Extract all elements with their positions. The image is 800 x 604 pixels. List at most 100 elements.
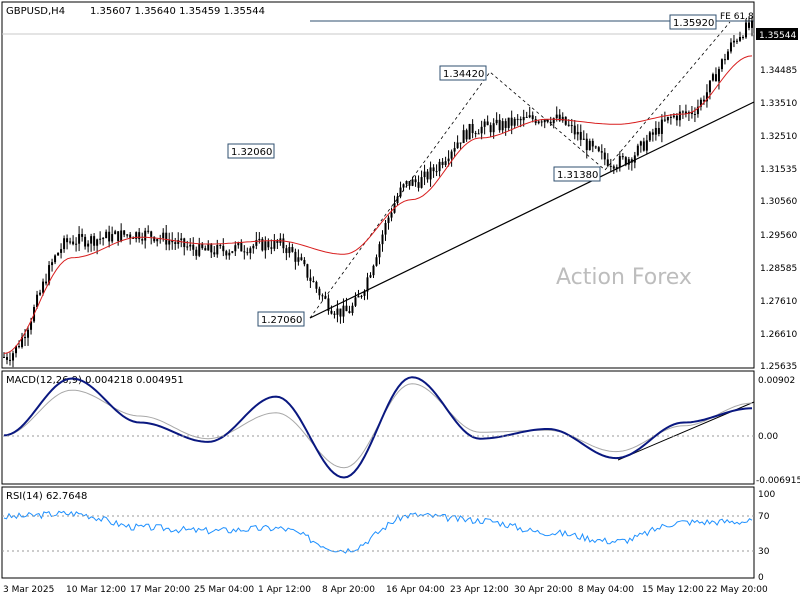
price-y-axis: 1.34485 1.33510 1.32510 1.31535 1.30560 … bbox=[760, 66, 797, 372]
candle-body bbox=[405, 181, 408, 185]
candle-body bbox=[93, 236, 96, 246]
watermark: Action Forex bbox=[556, 265, 692, 290]
candle-body bbox=[183, 238, 186, 248]
candle-body bbox=[732, 40, 735, 43]
candle-body bbox=[45, 281, 48, 284]
candle-body bbox=[72, 241, 75, 245]
x-tick-label: 8 Apr 20:00 bbox=[322, 585, 375, 595]
candle-body bbox=[546, 119, 549, 122]
candle-body bbox=[567, 124, 570, 126]
rsi-tick-label: 0 bbox=[758, 573, 764, 583]
candle-body bbox=[471, 123, 474, 134]
candle-body bbox=[477, 133, 480, 135]
candle-body bbox=[369, 275, 372, 278]
x-tick-label: 17 Mar 20:00 bbox=[130, 585, 190, 595]
candle-body bbox=[537, 121, 540, 124]
candle-body bbox=[531, 115, 534, 120]
rsi-tick-label: 70 bbox=[758, 512, 770, 522]
candle-body bbox=[717, 69, 720, 82]
rsi-title: RSI(14) 62.7648 bbox=[6, 491, 87, 502]
candle-body bbox=[264, 241, 267, 251]
x-tick-label: 30 Apr 20:00 bbox=[514, 585, 573, 595]
candle-body bbox=[435, 171, 438, 173]
moving-average-line bbox=[3, 55, 753, 354]
candle-body bbox=[699, 99, 702, 107]
ohlc-label: 1.35607 1.35640 1.35459 1.35544 bbox=[90, 6, 265, 17]
candle-body bbox=[117, 231, 120, 242]
candle-body bbox=[315, 282, 318, 289]
price-tick-label: 1.34485 bbox=[760, 66, 797, 76]
moving-average-group bbox=[3, 55, 753, 354]
candle-body bbox=[384, 223, 387, 235]
candle-body bbox=[720, 59, 723, 70]
candle-body bbox=[375, 257, 378, 266]
candle-body bbox=[576, 131, 579, 135]
candle-body bbox=[51, 262, 54, 266]
macd-tick-label: 0.00 bbox=[758, 432, 778, 442]
candle-body bbox=[195, 249, 198, 256]
candle-body bbox=[231, 251, 234, 253]
candle-body bbox=[261, 238, 264, 251]
candle-body bbox=[672, 115, 675, 118]
candle-body bbox=[636, 145, 639, 156]
candle-body bbox=[57, 252, 60, 256]
candle-body bbox=[285, 248, 288, 254]
candle-body bbox=[465, 130, 468, 140]
macd-group bbox=[3, 376, 753, 479]
candle-body bbox=[675, 115, 678, 121]
candle-body bbox=[552, 118, 555, 124]
candle-body bbox=[138, 232, 141, 240]
candle-body bbox=[348, 311, 351, 314]
candle-body bbox=[216, 244, 219, 255]
candle-body bbox=[330, 310, 333, 314]
rsi-panel-frame bbox=[1, 486, 755, 579]
candle-body bbox=[363, 291, 366, 296]
candle-body bbox=[516, 118, 519, 120]
candle-body bbox=[105, 231, 108, 239]
candle-body bbox=[654, 127, 657, 135]
macd-line bbox=[3, 376, 753, 479]
price-tick-label: 1.31535 bbox=[760, 165, 797, 175]
candle-body bbox=[579, 131, 582, 140]
candle-body bbox=[114, 231, 117, 235]
swing-label-box bbox=[227, 143, 275, 159]
x-tick-label: 15 May 12:00 bbox=[642, 585, 704, 595]
candle-body bbox=[273, 240, 276, 249]
candle-body bbox=[186, 246, 189, 248]
candle-body bbox=[549, 121, 552, 124]
candle-body bbox=[459, 142, 462, 144]
candle-body bbox=[324, 295, 327, 299]
candle-body bbox=[252, 245, 255, 249]
candle-body bbox=[474, 133, 477, 135]
candle-body bbox=[681, 111, 684, 113]
candle-body bbox=[609, 165, 612, 167]
candle-body bbox=[702, 99, 705, 102]
candle-body bbox=[177, 240, 180, 244]
candle-body bbox=[513, 118, 516, 126]
candle-body bbox=[390, 212, 393, 218]
candle-body bbox=[354, 297, 357, 306]
candle-body bbox=[648, 132, 651, 141]
candle-body bbox=[492, 123, 495, 133]
candle-body bbox=[30, 321, 33, 330]
candle-body bbox=[192, 244, 195, 250]
candle-body bbox=[402, 184, 405, 188]
candle-body bbox=[102, 238, 105, 240]
candle-body bbox=[438, 161, 441, 172]
candle-body bbox=[624, 157, 627, 165]
candle-body bbox=[591, 140, 594, 147]
candle-body bbox=[267, 241, 270, 248]
candle-body bbox=[306, 264, 309, 278]
candle-body bbox=[48, 265, 51, 284]
candle-body bbox=[144, 230, 147, 241]
price-tick-label: 1.30560 bbox=[760, 197, 797, 207]
candle-body bbox=[558, 114, 561, 121]
candle-body bbox=[507, 117, 510, 128]
candle-body bbox=[714, 74, 717, 82]
candle-body bbox=[639, 141, 642, 146]
candle-body bbox=[729, 42, 732, 52]
candles-group bbox=[3, 16, 753, 368]
candle-body bbox=[642, 141, 645, 151]
candle-body bbox=[360, 295, 363, 297]
